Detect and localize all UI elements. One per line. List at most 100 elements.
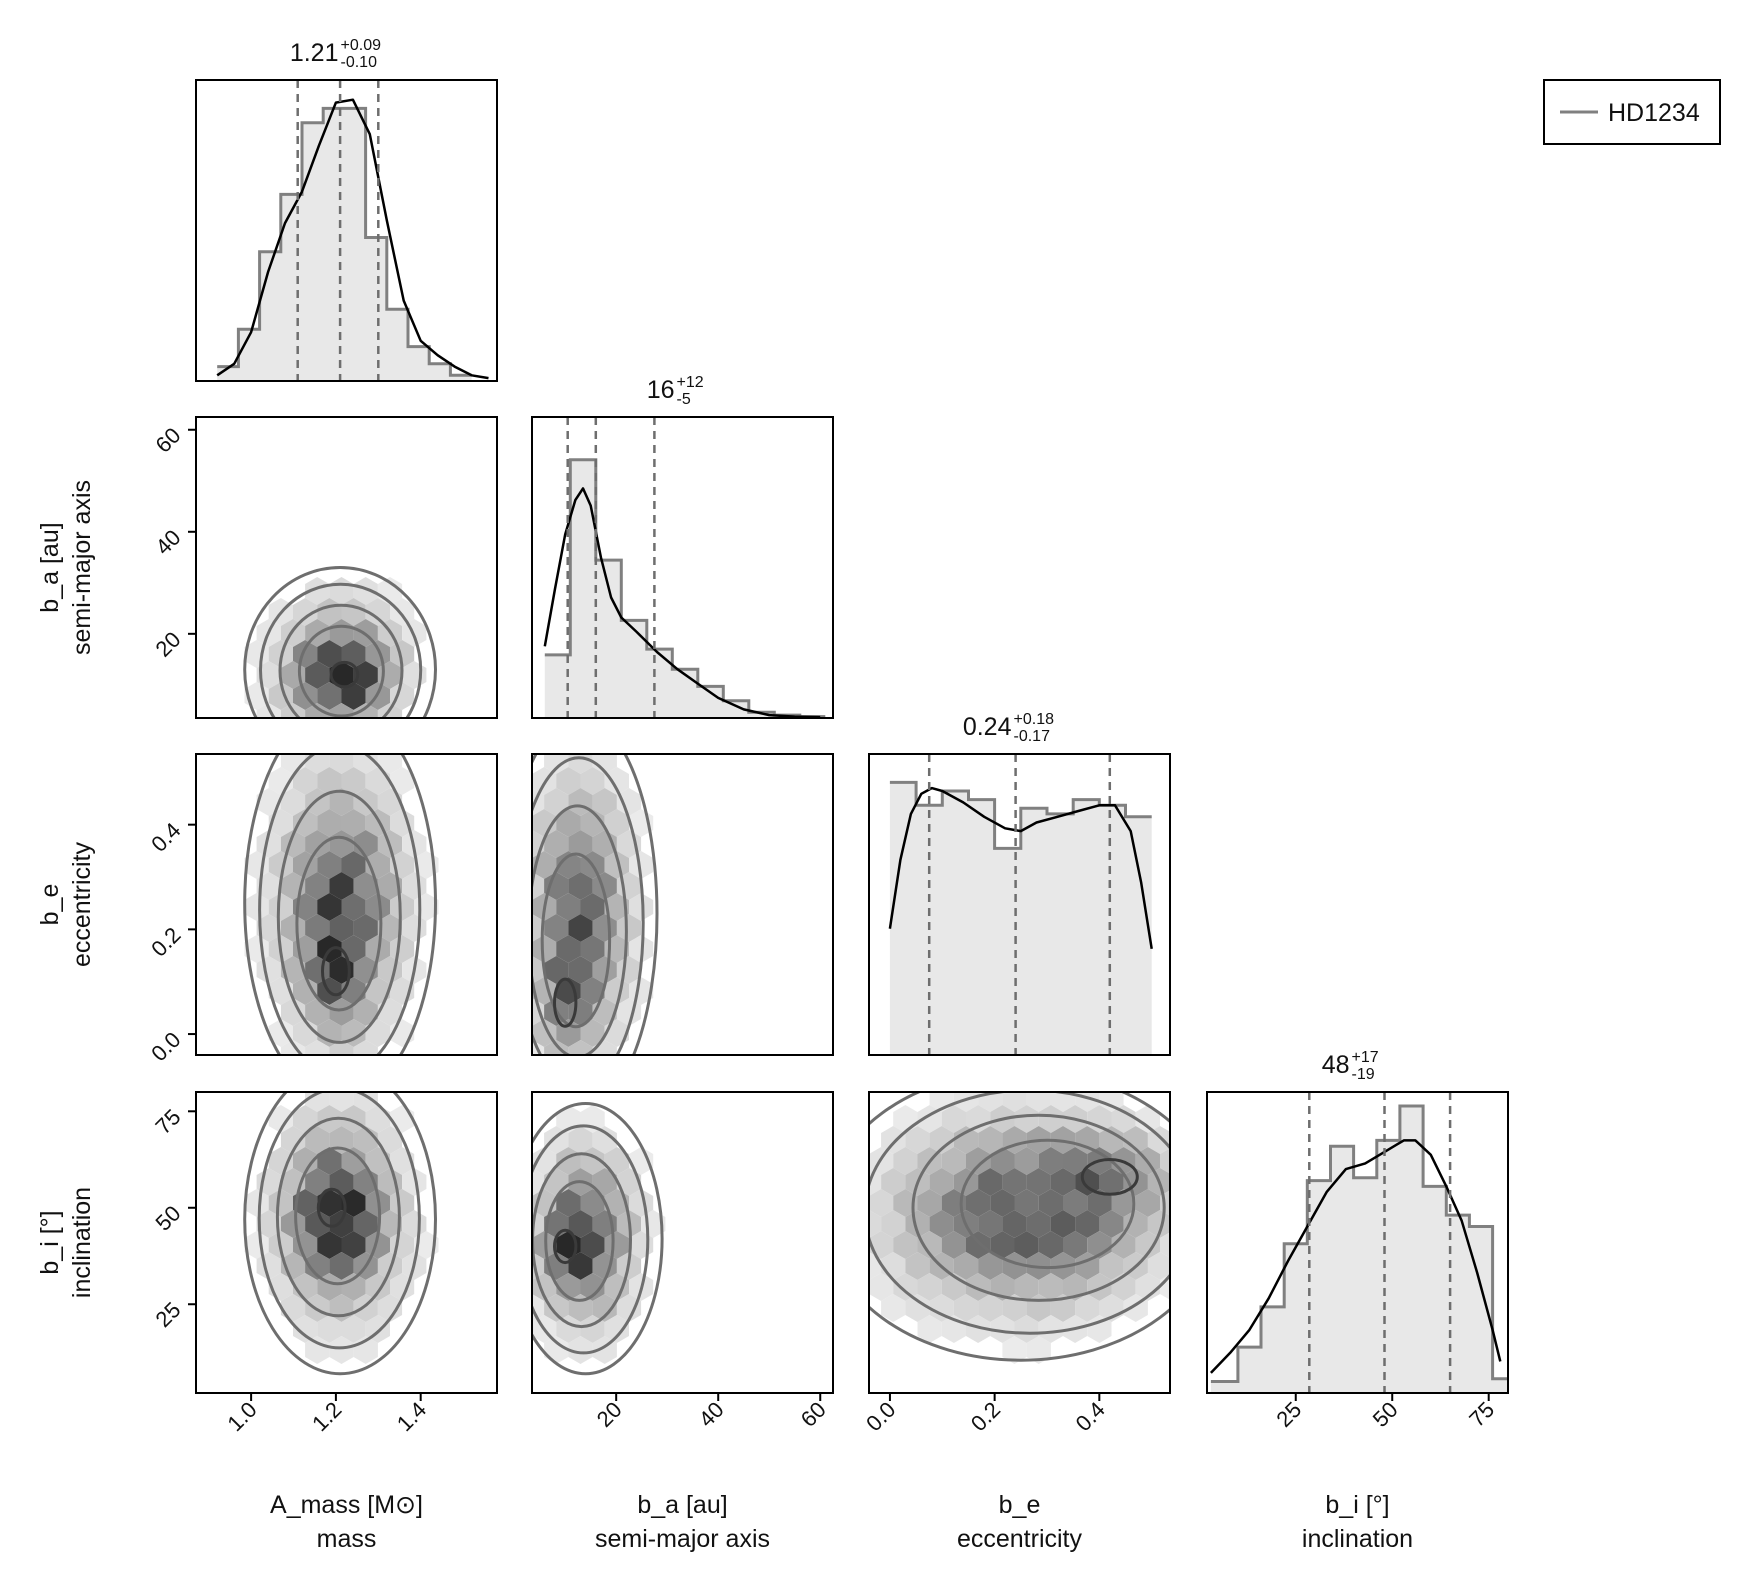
hexbin-cell [305,1336,330,1364]
hexbin-cell [305,1210,330,1238]
y-tick-label-3-2: 75 [151,1104,186,1139]
hexbin-cell [1172,1252,1196,1280]
hexbin-cell [556,1189,581,1217]
hexbin-cell [580,935,605,963]
contour-line-3 [532,1102,664,1376]
hexbin-cell [1063,1231,1088,1259]
hexbin-cell [966,1231,991,1259]
hexbin-cell [280,998,306,1026]
hexbin-cell [893,1231,918,1259]
hexbin-cell [568,1252,593,1280]
legend: HD1234 [1543,79,1721,145]
contour-core [553,1228,578,1265]
hexbin-cell [1099,1168,1124,1196]
hexbin-cell [280,1126,306,1154]
hexbin-cell [1135,1231,1160,1259]
kde-curve-3 [1209,1139,1502,1374]
hexbin-cell [1123,1210,1148,1238]
panel-frame-0-2 [195,753,498,1056]
hexbin-cell [1123,1126,1148,1154]
hexbin-cell [293,977,318,1005]
hexbin-cell [917,1315,942,1343]
hexbin-cell [532,935,557,963]
hexbin-cell [317,851,342,879]
hexbin-cell [544,914,569,942]
hexbin-cell [929,1210,954,1238]
y-tick-label-2-1: 0.2 [146,922,185,961]
hexbin-cell [881,1294,906,1322]
hexbin-cell [1026,1168,1051,1196]
x-tick-label-2-1: 0.2 [966,1397,1005,1436]
hexbin-cell [1014,1231,1039,1259]
hexbin-cell [293,598,318,626]
summary-median-2: 0.24 [963,713,1012,741]
hexbin-cell [293,1189,318,1217]
hexbin-cell [929,1126,954,1154]
hexbin-cell [390,1189,415,1217]
hexbin-cell [917,1189,942,1217]
hexbin-cell [341,851,366,879]
hexbin-cell [305,1252,330,1280]
hexbin-cell [1172,1210,1196,1238]
y-axis-desc-1: semi-major axis [68,480,96,655]
hexbin-cell [532,788,545,816]
hexbin-cell [929,1294,954,1322]
hexbin-cell [353,830,378,858]
hexbin-cell [341,1231,366,1259]
hexbin-cell [1075,1210,1100,1238]
hexbin-cell [1099,1210,1124,1238]
hexbin-cell [881,1210,906,1238]
histogram-fill-3 [1210,1106,1508,1393]
hexbin-cell [390,682,415,710]
summary-plus-1: +12 [677,374,704,391]
hexbin-cell [280,914,306,942]
hexbin-cell [568,1210,593,1238]
panel-frame-3-3 [1206,1091,1509,1394]
hexbin-cell [1050,1092,1076,1112]
y-axis-label-2: b_e [36,884,64,926]
hexbin-cell [341,682,366,710]
panel-frame-0-3 [195,1091,498,1394]
x-axis-label-0: A_mass [M⊙] [270,1491,423,1519]
hexbin-cell [941,1147,966,1175]
hexbin-cell [568,1126,593,1154]
hexbin-cell [580,893,605,921]
hexbin-cell [353,1210,378,1238]
hexbin-cell [978,1092,1003,1112]
x-tick-label-1-0: 20 [592,1397,627,1432]
hexbin-cell [256,914,281,942]
hexbin-cell [1111,1231,1136,1259]
hexbin-cell [1002,1168,1027,1196]
hexbin-cell [1002,1210,1027,1238]
kde-curve-0 [216,98,489,380]
panel-frame-2-2 [868,753,1171,1056]
hexbin-cell [1099,1252,1124,1280]
contour-line-0 [297,624,385,718]
hexbin-cell [869,1189,894,1217]
hexbin-cell [604,809,629,837]
hexbin-cell [317,1231,342,1259]
hexbin-cell [1172,1126,1196,1154]
contour-line-1 [911,1113,1166,1302]
hexbin-cell [966,1315,991,1343]
hexbin-cell [317,1315,342,1343]
hexbin-cell [377,754,403,774]
hexbin-cell [592,788,617,816]
x-axis-label-2: b_e [999,1491,1041,1519]
contour-line-3 [869,1092,1170,1362]
hexbin-cell [353,703,378,718]
summary-minus-0: -0.10 [341,54,378,71]
hexbin-cell [329,872,354,900]
hexbin-cell [990,1315,1015,1343]
hexbin-cell [293,1105,318,1133]
hexbin-cell [1026,1210,1051,1238]
contour-line-2 [259,582,423,718]
hexbin-cell [329,914,354,942]
kde-curve-1 [543,487,821,719]
hexbin-cell [329,998,354,1026]
hexbin-cell [592,1294,617,1322]
hexbin-cell [341,1189,366,1217]
hexbin-cell [532,1019,557,1047]
hexbin-cell [966,1273,991,1301]
